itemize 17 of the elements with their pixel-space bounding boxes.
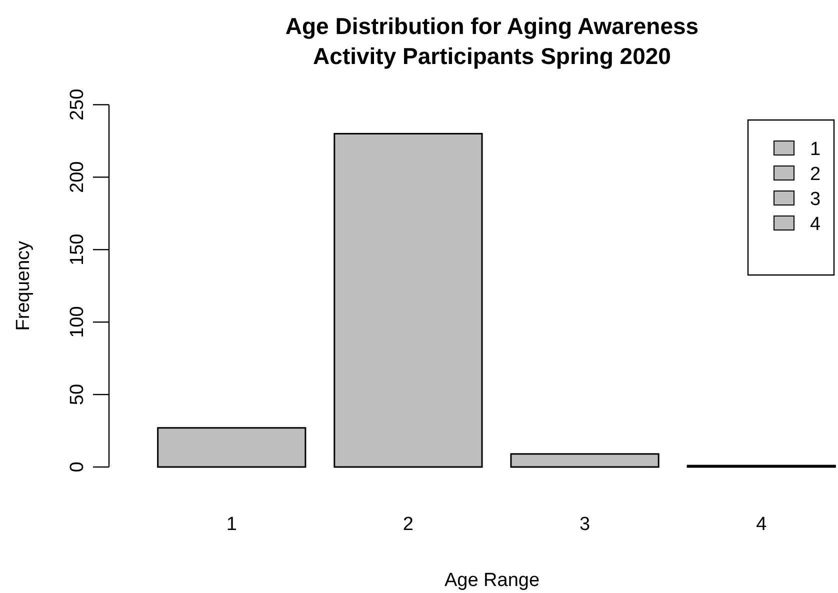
x-tick-label: 2 [402,514,414,535]
x-tick-label: 3 [580,514,590,535]
y-axis-title: Frequency [13,240,34,331]
legend-label: 3 [810,189,821,210]
y-tick-label: 250 [67,88,88,121]
y-tick-label: 100 [67,306,88,338]
x-tick-label: 4 [756,514,768,535]
y-tick-label: 50 [67,384,88,406]
y-tick-label: 150 [67,234,88,266]
y-tick-label: 200 [67,161,88,194]
chart-title: Age Distribution for Aging Awareness Activity Participants Spring 2020 [285,13,699,69]
x-tick-label: 1 [226,514,237,535]
x-axis-title: Age Range [444,570,540,591]
legend-label: 4 [810,214,821,235]
legend-label: 2 [810,164,821,185]
y-tick-label: 0 [67,462,88,472]
legend-label: 1 [810,139,821,160]
